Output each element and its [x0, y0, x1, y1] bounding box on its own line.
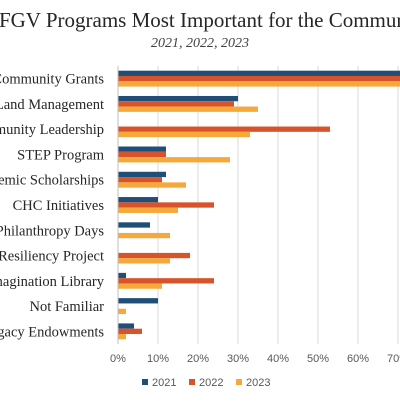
bar — [118, 202, 214, 208]
bar — [118, 252, 190, 259]
legend-swatch — [142, 379, 148, 385]
bar — [118, 283, 162, 289]
x-tick-label: 30% — [227, 353, 249, 365]
category-label: Resiliency Project — [0, 249, 104, 265]
bar — [118, 101, 234, 107]
bar — [118, 308, 126, 315]
x-tick-label: 20% — [187, 353, 209, 365]
x-tick-label: 60% — [347, 353, 369, 365]
bar — [118, 323, 134, 329]
category-label: Academic Scholarships — [0, 173, 104, 189]
bar — [118, 298, 158, 304]
category-label: Community Leadership — [0, 122, 104, 138]
bar — [118, 151, 166, 158]
category-label: Land Management — [0, 97, 104, 113]
bar — [118, 157, 230, 163]
legend-label: 2021 — [152, 377, 176, 389]
x-tick-labels: 0% 10% 20% 30% 40% 50% 60% 70% — [110, 353, 400, 365]
legend-label: 2022 — [199, 377, 223, 389]
legend-label: 2023 — [246, 377, 270, 389]
bar — [118, 81, 400, 87]
chart-title: FGV Programs Most Important for the Comm… — [0, 8, 400, 32]
category-label: CHC Initiatives — [13, 198, 105, 214]
bar — [118, 334, 126, 340]
x-tick-label: 10% — [147, 353, 169, 365]
x-tick-label: 50% — [307, 353, 329, 365]
bar — [118, 131, 250, 138]
bar — [118, 197, 158, 203]
bar — [118, 207, 178, 213]
bar — [118, 106, 258, 112]
category-label: Imagination Library — [0, 274, 105, 290]
bar — [118, 126, 330, 132]
legend-swatch — [236, 379, 242, 385]
gridlines — [157, 66, 399, 344]
chart-subtitle: 2021, 2022, 2023 — [151, 36, 249, 51]
bar — [118, 75, 400, 82]
bar — [118, 70, 400, 76]
bar — [118, 232, 170, 239]
category-label: Philanthropy Days — [0, 223, 104, 239]
legend-swatch — [189, 379, 195, 385]
bar — [118, 278, 214, 284]
category-label: STEP Program — [17, 147, 105, 163]
bar — [118, 95, 238, 102]
category-label: Not Familiar — [29, 299, 104, 315]
category-label: Community Grants — [0, 72, 104, 88]
x-tick-label: 40% — [267, 353, 289, 365]
bar — [118, 182, 186, 188]
category-labels: Community Grants Land Management Community… — [0, 72, 105, 341]
bar — [118, 177, 162, 183]
bar — [118, 222, 150, 228]
x-tick-label: 70% — [387, 353, 400, 365]
bar — [118, 272, 126, 279]
bar — [118, 146, 166, 152]
legend: 2021 2022 2023 — [142, 377, 270, 389]
x-tick-label: 0% — [110, 353, 126, 365]
bar — [118, 258, 170, 264]
category-label: Legacy Endowments — [0, 324, 104, 340]
bar — [118, 328, 142, 335]
bar — [118, 171, 166, 178]
bars — [118, 70, 400, 340]
